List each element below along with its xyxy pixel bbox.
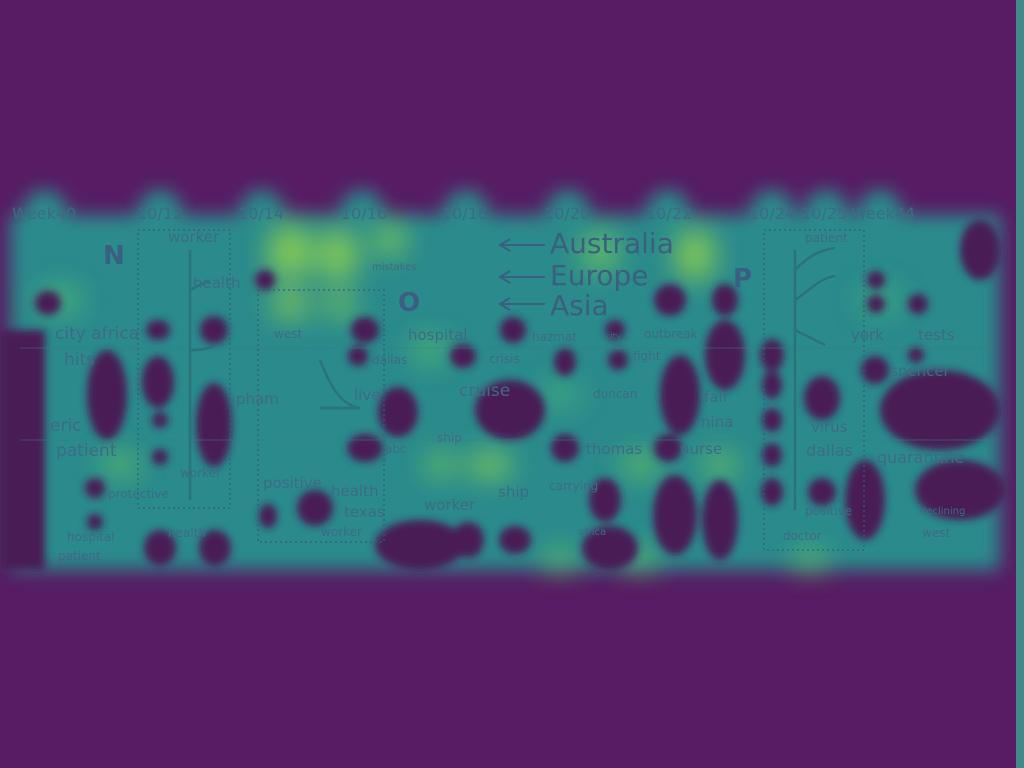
keyword-label: duncan: [593, 387, 638, 401]
keyword-label: worker: [168, 228, 220, 246]
date-label: Week44: [851, 204, 916, 223]
region-label-asia: Asia: [550, 289, 609, 322]
keyword-label: nurse: [680, 440, 723, 458]
panel-o-box: [257, 289, 385, 543]
keyword-label: west: [274, 327, 303, 341]
keyword-label: tests: [918, 326, 955, 344]
keyword-label: outbreak: [644, 327, 698, 341]
keyword-label: west: [922, 526, 951, 540]
keyword-label: doctor: [783, 529, 822, 543]
arrow-asia: [498, 297, 545, 311]
keyword-label: patient: [805, 231, 848, 245]
keyword-label: dallas: [806, 441, 853, 460]
arrow-europe: [498, 270, 545, 284]
heatmap-dark-regions: [0, 220, 1005, 570]
keyword-label: protective: [108, 487, 169, 501]
keyword-label: worker: [424, 496, 476, 514]
keyword-label: nina: [701, 413, 734, 431]
panel-boxes: [137, 229, 865, 551]
keyword-label: fight: [633, 349, 661, 363]
keyword-label: hospital: [67, 530, 115, 544]
keyword-label: cruise: [459, 381, 511, 401]
keyword-label: york: [851, 326, 884, 344]
keyword-label: patient: [56, 441, 117, 461]
panel-p-box: [763, 229, 865, 551]
keyword-label: worker: [321, 525, 362, 539]
right-edge-strip: [1016, 0, 1024, 768]
keyword-label: positive: [805, 504, 853, 518]
panel-label-n: N: [103, 241, 125, 271]
keyword-label: health: [168, 526, 206, 540]
keyword-label: positive: [263, 474, 322, 492]
keyword-label: declining: [920, 506, 966, 517]
timeline-guides: [20, 347, 990, 441]
keyword-label: patient: [58, 549, 101, 563]
date-label: 10/20: [544, 204, 591, 223]
region-label-europe: Europe: [550, 259, 649, 292]
arrow-australia: [498, 238, 545, 252]
keyword-label: ship: [498, 483, 530, 501]
panel-n-box: [137, 229, 231, 509]
panel-label-p: P: [733, 264, 753, 294]
keyword-label: spencer: [890, 362, 950, 380]
date-label: Week40: [12, 204, 77, 223]
keyword-label: eric: [50, 416, 82, 436]
keyword-label: virus: [811, 418, 848, 436]
date-label: 10/12: [137, 204, 184, 223]
keyword-label: hits: [64, 350, 96, 370]
panel-label-o: O: [398, 288, 421, 318]
date-label: 10/16: [341, 204, 388, 223]
keyword-label: hazmat: [532, 330, 578, 344]
keyword-label: hospital: [408, 326, 468, 344]
keyword-label: city africa: [55, 324, 140, 344]
keyword-label: pham: [236, 390, 279, 408]
keyword-label: thomas: [586, 440, 643, 458]
date-label: 10/18: [442, 204, 489, 223]
keyword-label: fair: [704, 388, 729, 406]
keyword-label: worker: [180, 466, 221, 480]
date-label: 10/25: [801, 204, 848, 223]
keyword-label: quarantine: [877, 448, 965, 467]
region-label-australia: Australia: [550, 227, 674, 260]
keyword-label: live: [354, 386, 381, 404]
keyword-label: health: [331, 482, 379, 500]
date-label: 10/22: [646, 204, 693, 223]
keyword-label: city: [605, 332, 622, 342]
keyword-label: crisis: [489, 352, 520, 366]
keyword-label: dallas: [372, 353, 408, 367]
keyword-label: abc: [385, 442, 407, 456]
region-arrows: [498, 238, 545, 311]
date-label: 10/14: [238, 204, 285, 223]
keyword-label: texas: [344, 503, 385, 521]
branch-lines: [188, 246, 836, 510]
keyword-label: mistakes: [372, 262, 417, 273]
date-label: 10/24: [749, 204, 796, 223]
keyword-label: carrying: [549, 479, 599, 493]
keyword-label: ship: [437, 431, 462, 445]
keyword-label: health: [193, 274, 241, 292]
keyword-label: africa: [578, 527, 607, 538]
